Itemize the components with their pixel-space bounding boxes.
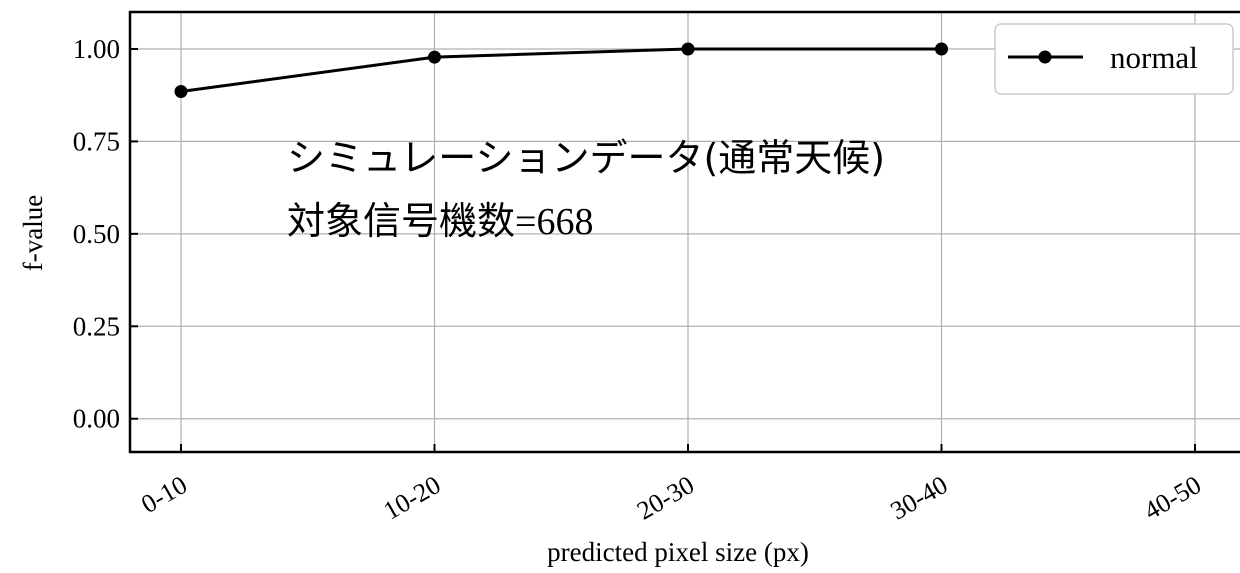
legend: normal — [994, 23, 1234, 95]
data-point-normal — [174, 84, 188, 98]
data-point-normal — [681, 42, 695, 56]
data-point-normal — [428, 50, 441, 64]
legend-box — [994, 23, 1234, 95]
annotation-line1: シミュレーションデータ(通常天候) — [287, 136, 885, 180]
y-tick-labels: 0.00 0.25 0.50 0.75 1.00 — [73, 34, 120, 434]
legend-marker-normal — [1038, 50, 1052, 64]
y-tick-label: 0.75 — [73, 126, 120, 156]
x-tick-label: 30-40 — [885, 470, 952, 525]
series-lines — [174, 42, 948, 98]
axis-ticks — [130, 47, 1196, 452]
y-axis-label: f-value — [18, 195, 48, 271]
y-tick-label: 1.00 — [73, 34, 120, 64]
annotation-line2-suffix: =668 — [515, 201, 593, 243]
plot-frame — [128, 10, 1240, 454]
data-point-normal — [935, 42, 948, 56]
y-tick-label: 0.00 — [73, 404, 120, 434]
y-tick-label: 0.50 — [73, 219, 120, 249]
y-tick-label: 0.25 — [73, 311, 120, 341]
x-tick-label: 0-10 — [136, 470, 192, 519]
annotation-line2-prefix: 対象信号機数 — [287, 199, 515, 243]
x-tick-label: 10-20 — [378, 470, 445, 525]
x-tick-label: 40-50 — [1139, 470, 1206, 525]
x-tick-labels: 0-10 10-20 20-30 30-40 40-50 — [136, 470, 1206, 525]
annotation-line2: 対象信号機数=668 — [287, 199, 593, 243]
series-line-normal — [180, 47, 942, 93]
x-tick-label: 20-30 — [632, 470, 699, 525]
legend-label-normal: normal — [1110, 40, 1198, 75]
x-axis-label: predicted pixel size (px) — [547, 537, 809, 567]
